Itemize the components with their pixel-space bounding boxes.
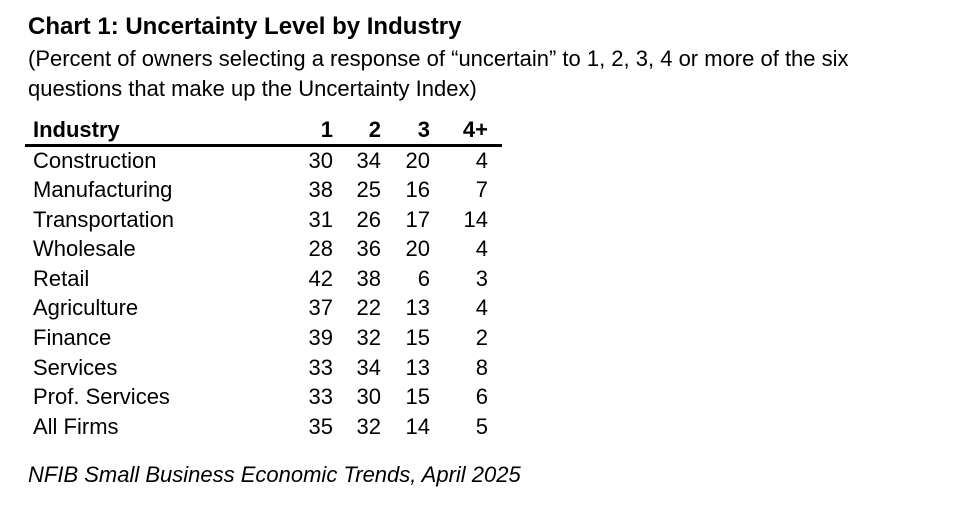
value-cell: 20 — [405, 148, 430, 174]
industry-label: Finance — [33, 324, 112, 350]
industry-label: Services — [33, 354, 118, 380]
value-cell: 30 — [356, 384, 381, 410]
value-cell: 26 — [356, 206, 381, 232]
column-header-3: 3 — [381, 116, 430, 148]
table-body: Construction 30 34 20 4 Manufacturing 38 25 16 7 T… — [25, 146, 502, 442]
value-cell: 33 — [308, 354, 333, 380]
industry-label: Wholesale — [33, 236, 136, 262]
value-cell: 17 — [405, 206, 430, 232]
column-header-industry: Industry — [25, 116, 285, 148]
table-row: Wholesale 28 36 20 4 — [25, 234, 502, 264]
value-cell: 28 — [308, 236, 333, 262]
table-row: Transportation 31 26 17 14 — [25, 205, 502, 235]
industry-label: Construction — [33, 148, 157, 174]
value-cell: 32 — [356, 324, 381, 350]
industry-label: Manufacturing — [33, 176, 173, 202]
value-cell: 14 — [405, 413, 430, 439]
value-cell: 13 — [405, 295, 430, 321]
value-cell: 7 — [475, 176, 488, 202]
uncertainty-table: Industry 1 2 3 4+ Construction 30 34 20 4 Man… — [25, 116, 502, 442]
value-cell: 15 — [405, 384, 430, 410]
table-row: All Firms 35 32 14 5 — [25, 412, 502, 442]
column-header-1: 1 — [285, 116, 333, 148]
value-cell: 22 — [356, 295, 381, 321]
value-cell: 4 — [475, 295, 488, 321]
value-cell: 6 — [475, 384, 488, 410]
value-cell: 39 — [308, 324, 333, 350]
value-cell: 4 — [475, 148, 488, 174]
value-cell: 13 — [405, 354, 430, 380]
value-cell: 6 — [417, 265, 430, 291]
value-cell: 5 — [475, 413, 488, 439]
value-cell: 38 — [356, 265, 381, 291]
table-row: Manufacturing 38 25 16 7 — [25, 175, 502, 205]
table-header: Industry 1 2 3 4+ — [25, 116, 502, 148]
table-header-row: Industry 1 2 3 4+ — [25, 116, 502, 148]
industry-label: Retail — [33, 265, 90, 291]
value-cell: 8 — [475, 354, 488, 380]
industry-label: Transportation — [33, 206, 175, 232]
value-cell: 38 — [308, 176, 333, 202]
value-cell: 25 — [356, 176, 381, 202]
value-cell: 30 — [308, 148, 333, 174]
value-cell: 35 — [308, 413, 333, 439]
value-cell: 15 — [405, 324, 430, 350]
industry-label: Prof. Services — [33, 384, 170, 410]
table-row: Agriculture 37 22 13 4 — [25, 294, 502, 324]
value-cell: 36 — [356, 236, 381, 262]
table-row: Finance 39 32 15 2 — [25, 323, 502, 353]
table-row: Construction 30 34 20 4 — [25, 146, 502, 176]
value-cell: 3 — [475, 265, 488, 291]
value-cell: 34 — [356, 148, 381, 174]
value-cell: 33 — [308, 384, 333, 410]
value-cell: 42 — [308, 265, 333, 291]
value-cell: 31 — [308, 206, 333, 232]
value-cell: 37 — [308, 295, 333, 321]
page-title: Chart 1: Uncertainty Level by Industry — [28, 13, 462, 40]
value-cell: 34 — [356, 354, 381, 380]
value-cell: 20 — [405, 236, 430, 262]
value-cell: 32 — [356, 413, 381, 439]
table-row: Retail 42 38 6 3 — [25, 264, 502, 294]
value-cell: 14 — [463, 206, 488, 232]
column-header-2: 2 — [333, 116, 381, 148]
table-row: Prof. Services 33 30 15 6 — [25, 382, 502, 412]
table-row: Services 33 34 13 8 — [25, 353, 502, 383]
source-note: NFIB Small Business Economic Trends, Apr… — [28, 461, 521, 487]
value-cell: 4 — [475, 236, 488, 262]
industry-label: Agriculture — [33, 295, 139, 321]
industry-label: All Firms — [33, 413, 119, 439]
column-header-4plus: 4+ — [430, 116, 502, 148]
value-cell: 16 — [405, 176, 430, 202]
page-subtitle: (Percent of owners selecting a response … — [28, 46, 849, 101]
value-cell: 2 — [475, 324, 488, 350]
